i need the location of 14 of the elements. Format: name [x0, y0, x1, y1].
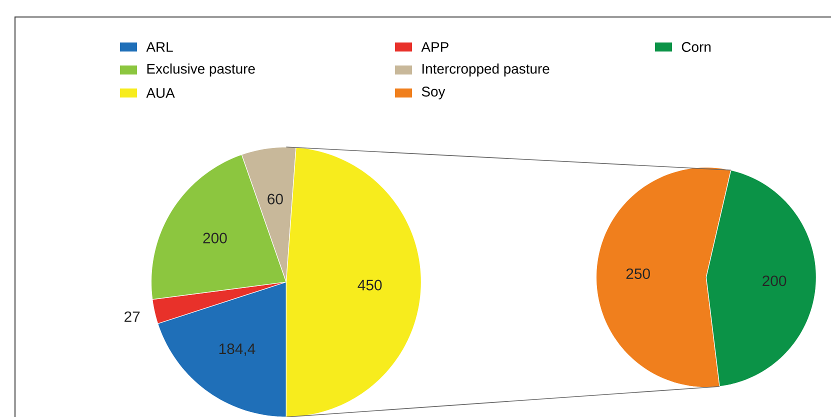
legend-label: Exclusive pasture [147, 63, 255, 76]
data-label: 27 [124, 311, 140, 322]
data-label: 60 [268, 194, 283, 204]
legend-label: AUA [146, 88, 175, 98]
data-label: 450 [358, 280, 382, 290]
legend-label: Corn [682, 42, 711, 52]
legend-label: APP [421, 42, 448, 52]
data-label: 200 [762, 276, 786, 286]
legend-label: ARL [146, 42, 173, 52]
data-label: 250 [626, 268, 650, 280]
legend-label: Intercropped pasture [422, 63, 550, 76]
data-label: 200 [203, 232, 227, 244]
legend-label: Soy [422, 86, 446, 100]
data-label: 184,4 [219, 344, 256, 356]
